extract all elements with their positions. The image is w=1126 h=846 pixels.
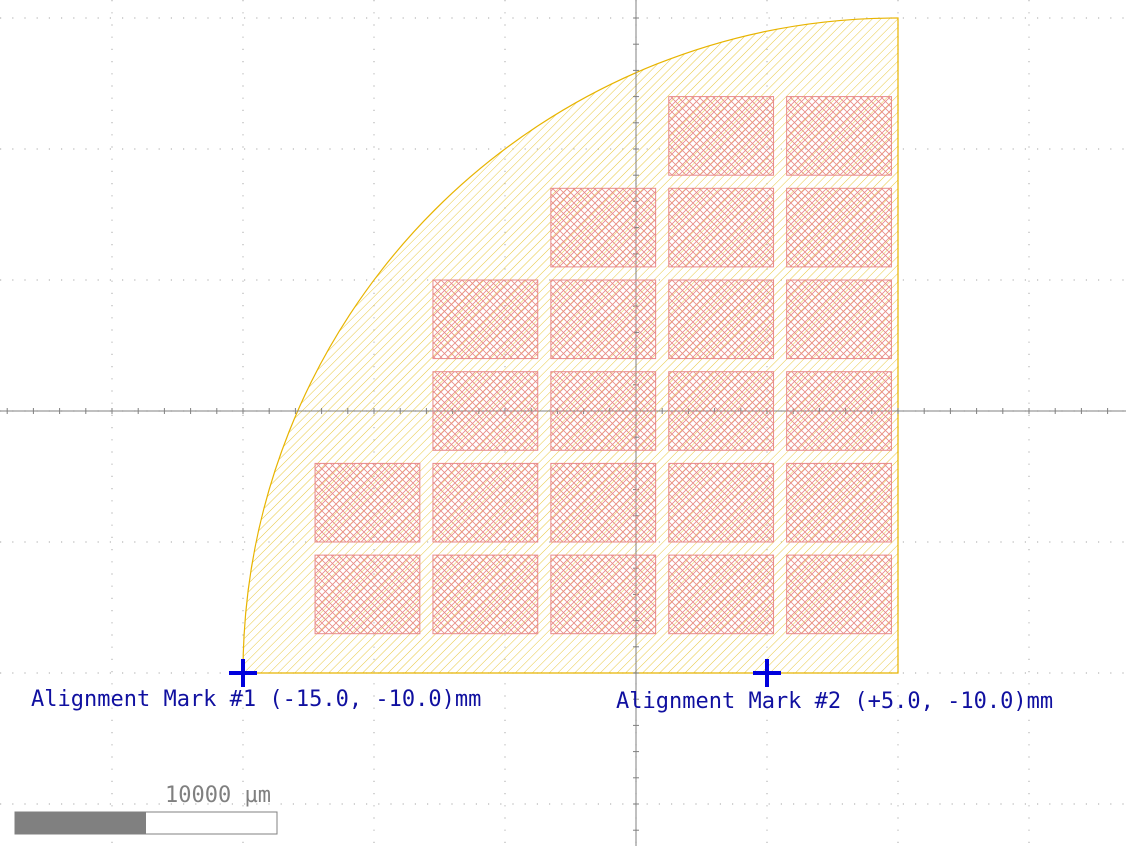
scale-bar-label: 10000 µm — [165, 783, 271, 808]
die — [668, 279, 775, 360]
die — [668, 187, 775, 268]
die — [314, 462, 421, 543]
alignment-mark-label: Alignment Mark #1 (-15.0, -10.0)mm — [31, 687, 481, 712]
die — [668, 96, 775, 176]
die — [668, 462, 775, 543]
die — [786, 554, 892, 635]
die — [550, 554, 657, 635]
alignment-mark-label: Alignment Mark #2 (+5.0, -10.0)mm — [616, 689, 1053, 714]
die — [786, 371, 892, 451]
die — [432, 554, 539, 635]
die — [668, 371, 775, 451]
die — [550, 187, 657, 268]
die — [550, 462, 657, 543]
die — [786, 279, 892, 360]
die-array — [314, 96, 892, 635]
die — [786, 96, 892, 176]
alignment-mark-1: Alignment Mark #1 (-15.0, -10.0)mm — [31, 659, 481, 712]
die — [432, 279, 539, 360]
die — [786, 187, 892, 268]
scale-bar: 10000 µm — [14, 783, 278, 835]
alignment-mark-2: Alignment Mark #2 (+5.0, -10.0)mm — [616, 659, 1053, 714]
die — [432, 462, 539, 543]
alignment-marks: Alignment Mark #1 (-15.0, -10.0)mm Alignm… — [31, 659, 1053, 714]
die — [668, 554, 775, 635]
scale-bar-filled-segment — [15, 812, 146, 834]
die — [786, 462, 892, 543]
die — [550, 371, 657, 451]
die — [550, 279, 657, 360]
die — [432, 371, 539, 451]
die — [314, 554, 421, 635]
